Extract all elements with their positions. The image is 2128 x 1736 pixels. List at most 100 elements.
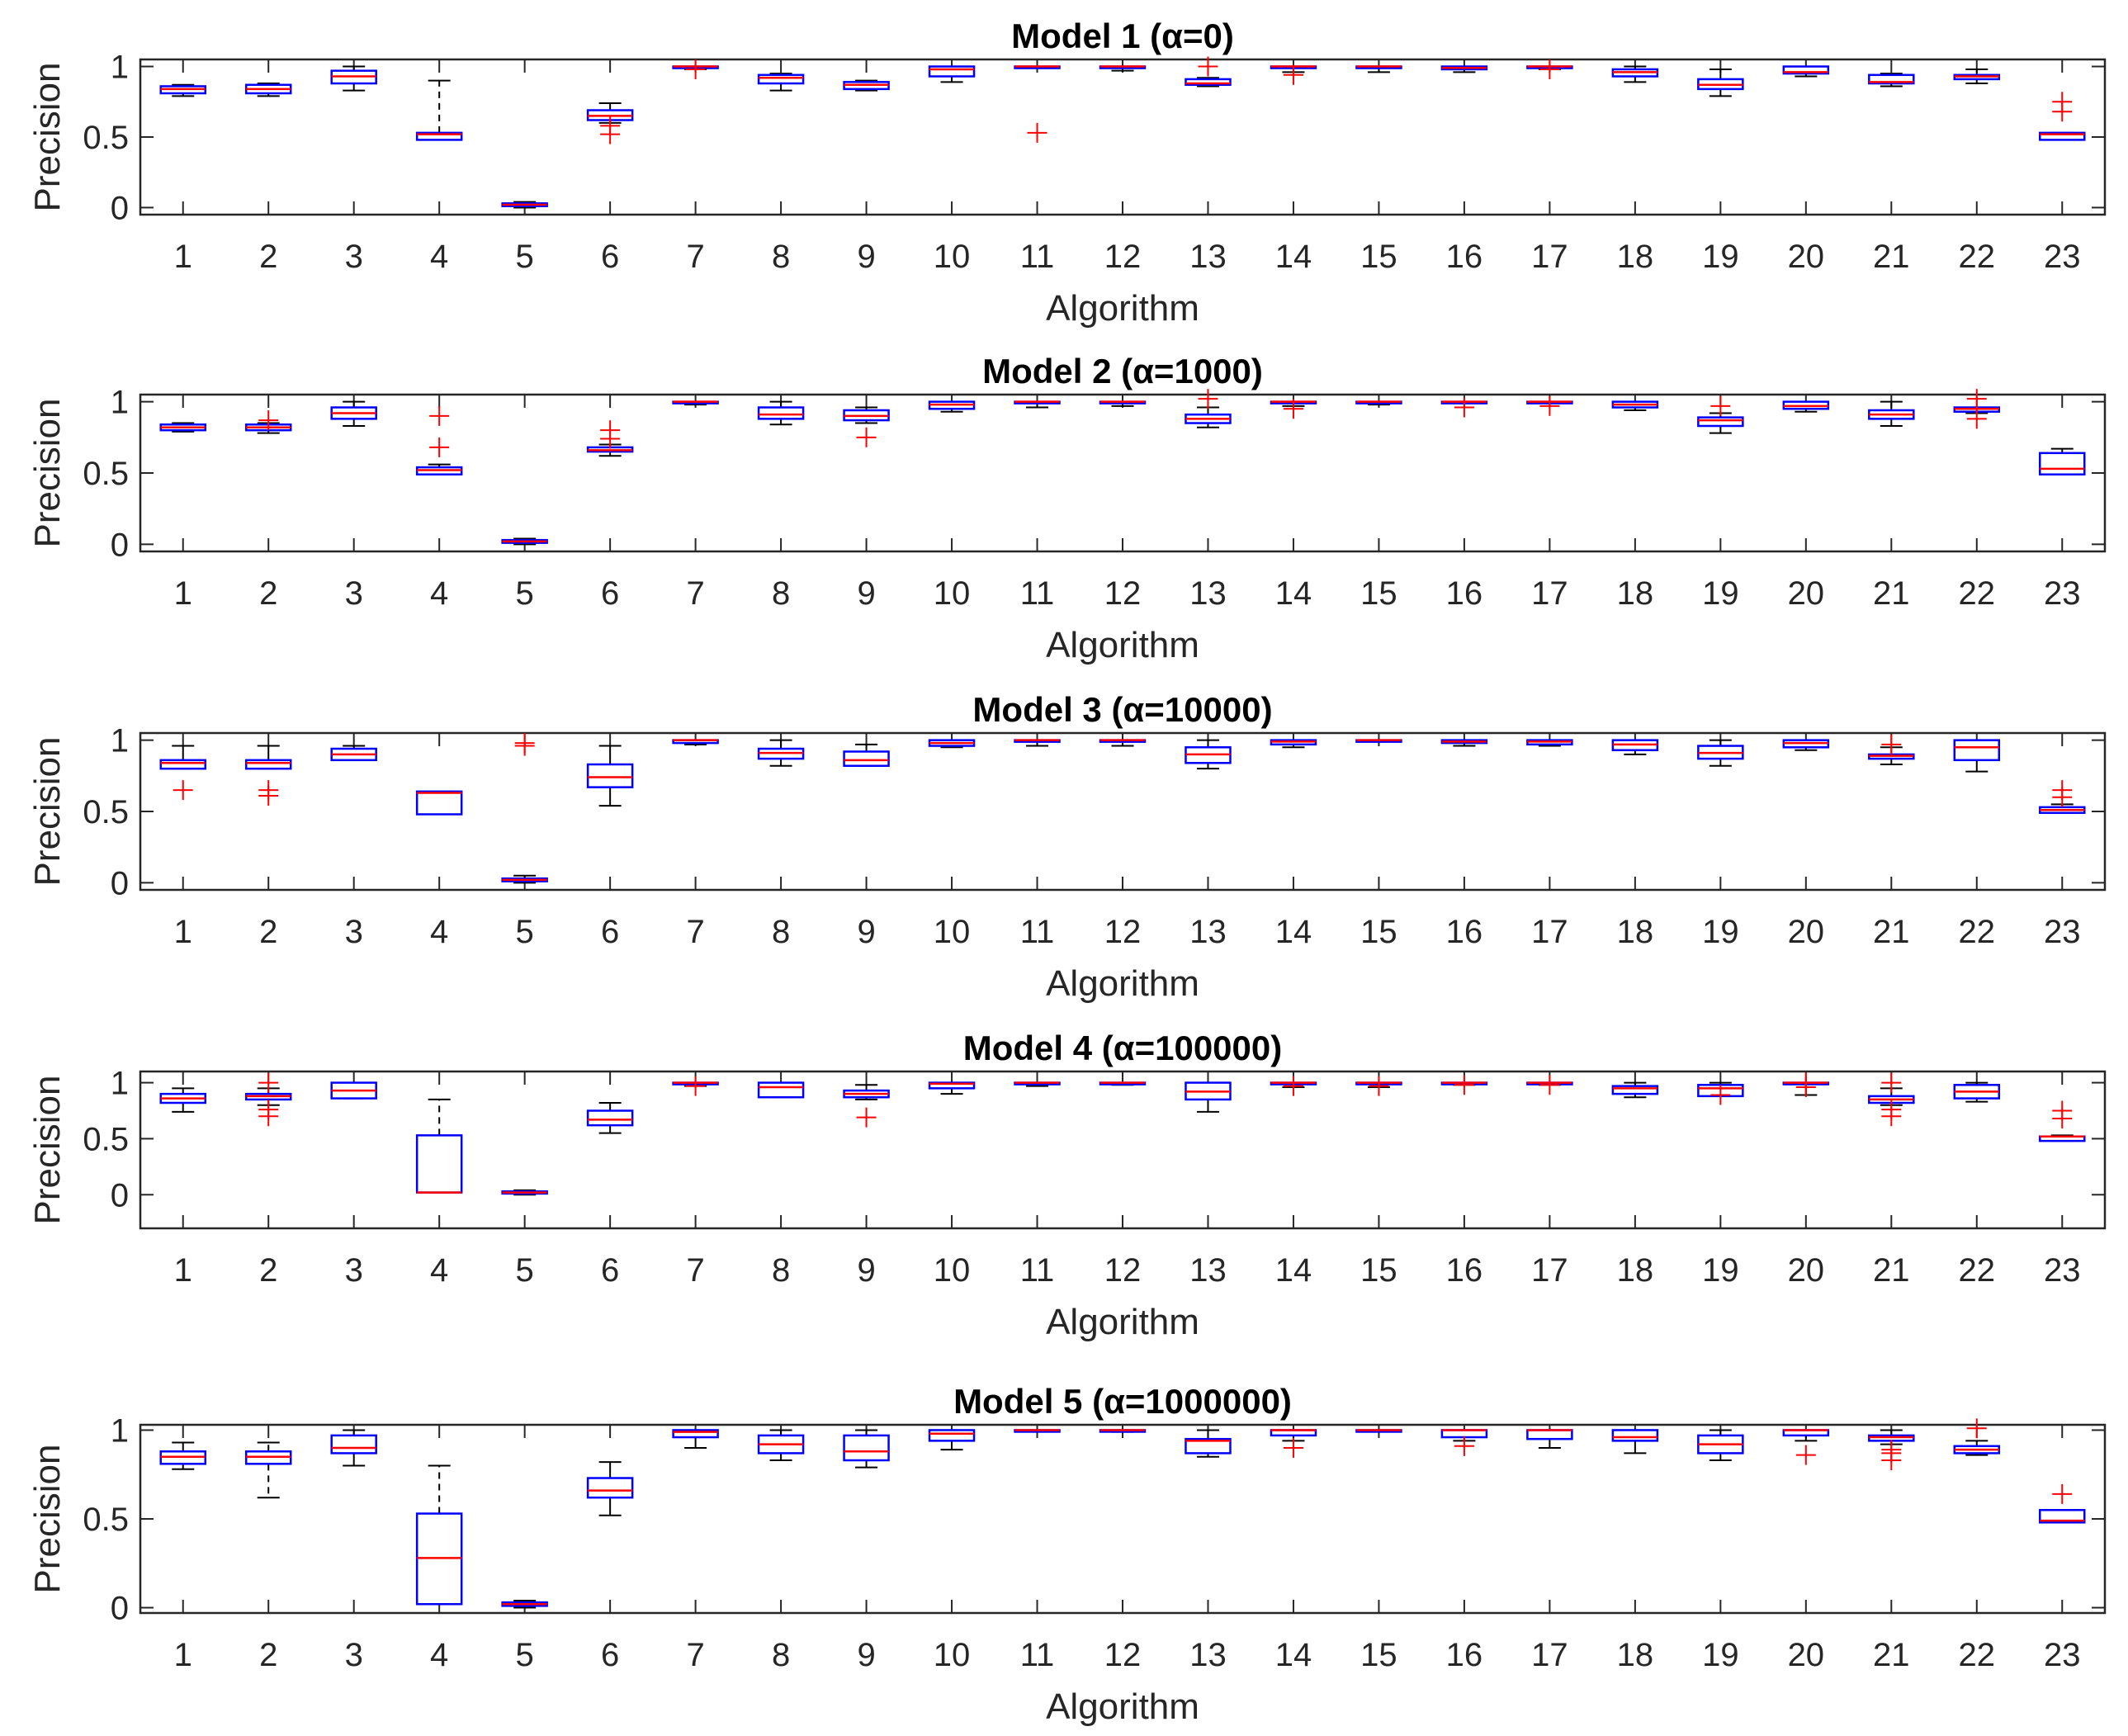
x-tick-label: 8 — [772, 239, 790, 275]
x-tick-label: 5 — [516, 1637, 534, 1673]
box-algorithm-22 — [1953, 389, 2001, 429]
x-tick-label: 3 — [345, 239, 363, 275]
box-algorithm-21 — [1868, 734, 1915, 765]
y-axis-label: Precision — [27, 737, 68, 887]
box-algorithm-6 — [586, 102, 634, 144]
box-algorithm-8 — [757, 73, 805, 92]
box-algorithm-1 — [159, 83, 206, 97]
box-algorithm-13 — [1185, 56, 1232, 88]
box-iqr — [415, 790, 463, 816]
box-iqr — [2039, 452, 2086, 475]
x-axis-label: Algorithm — [1046, 625, 1199, 665]
panel-title: Model 2 (α=1000) — [982, 352, 1263, 390]
box-algorithm-12 — [1099, 1429, 1147, 1433]
x-tick-label: 3 — [345, 575, 363, 612]
outlier-marker — [1539, 1075, 1560, 1095]
x-tick-label: 8 — [772, 575, 790, 612]
box-iqr — [244, 759, 292, 770]
box-algorithm-7 — [672, 739, 719, 745]
box-algorithm-14 — [1270, 1076, 1317, 1096]
box-algorithm-15 — [1355, 65, 1402, 73]
x-tick-label: 19 — [1702, 1252, 1739, 1289]
x-tick-label: 22 — [1959, 1252, 1996, 1289]
box-algorithm-23 — [2039, 1100, 2086, 1142]
panel-4: 00.511 2 3 4 5 6 7 8 9 10 11 12 13 14 15 16 17 18 19 20 21 22… — [27, 1029, 2107, 1342]
x-tick-label: 7 — [686, 239, 704, 275]
y-tick-label: 1 — [111, 1066, 129, 1102]
outlier-marker — [1881, 1072, 1902, 1093]
y-tick-label: 0 — [111, 190, 129, 226]
x-tick-label: 4 — [430, 1637, 448, 1673]
box-iqr — [928, 1081, 976, 1090]
box-algorithm-21 — [1868, 73, 1915, 88]
y-tick-label: 0 — [111, 1177, 129, 1213]
x-tick-label: 8 — [772, 1637, 790, 1673]
box-algorithm-14 — [1270, 64, 1317, 85]
box-algorithm-15 — [1355, 1076, 1402, 1096]
box-algorithm-7 — [672, 59, 719, 79]
outlier-marker — [1710, 395, 1731, 416]
box-algorithm-14 — [1270, 1429, 1317, 1458]
y-tick-label: 0 — [111, 865, 129, 901]
box-algorithm-18 — [1611, 1429, 1659, 1455]
y-tick-label: 1 — [111, 50, 129, 86]
x-tick-label: 10 — [934, 1637, 971, 1673]
x-tick-label: 11 — [1020, 575, 1055, 612]
box-iqr — [757, 1081, 805, 1099]
box-algorithm-15 — [1355, 400, 1402, 406]
box-algorithm-5 — [501, 537, 548, 546]
outlier-marker — [1539, 395, 1560, 416]
outlier-marker — [514, 733, 535, 754]
x-tick-label: 13 — [1189, 914, 1227, 950]
x-tick-label: 18 — [1617, 1637, 1654, 1673]
x-tick-label: 13 — [1189, 1252, 1227, 1289]
box-algorithm-17 — [1526, 59, 1573, 79]
box-algorithm-16 — [1440, 1075, 1488, 1095]
box-algorithm-5 — [501, 201, 548, 209]
y-tick-label: 0.5 — [83, 1502, 129, 1538]
x-tick-label: 18 — [1617, 239, 1654, 275]
box-algorithm-12 — [1099, 65, 1147, 72]
box-algorithm-13 — [1185, 1081, 1232, 1113]
box-algorithm-6 — [586, 420, 634, 457]
x-tick-label: 9 — [857, 1637, 875, 1673]
x-tick-label: 21 — [1873, 239, 1910, 275]
x-tick-label: 7 — [686, 1252, 704, 1289]
x-tick-label: 16 — [1446, 575, 1483, 612]
box-iqr — [2039, 131, 2086, 141]
x-tick-label: 21 — [1873, 914, 1910, 950]
box-iqr — [2039, 1508, 2086, 1524]
box-algorithm-9 — [843, 1084, 890, 1128]
x-tick-label: 6 — [601, 914, 619, 950]
outlier-marker — [1966, 409, 1987, 429]
x-tick-label: 5 — [516, 914, 534, 950]
panel-title: Model 4 (α=100000) — [963, 1029, 1283, 1067]
box-algorithm-10 — [928, 1081, 976, 1095]
outlier-marker — [1881, 734, 1902, 754]
x-tick-label: 1 — [174, 1637, 192, 1673]
y-tick-label: 0.5 — [83, 456, 129, 492]
box-iqr — [1526, 1429, 1573, 1440]
x-tick-label: 6 — [601, 239, 619, 275]
x-tick-label: 21 — [1873, 1252, 1910, 1289]
box-algorithm-6 — [586, 745, 634, 807]
x-tick-label: 23 — [2044, 1252, 2081, 1289]
box-algorithm-19 — [1697, 395, 1744, 434]
box-algorithm-22 — [1953, 1418, 2001, 1456]
box-iqr — [757, 406, 805, 420]
box-algorithm-4 — [415, 1464, 463, 1606]
x-tick-label: 2 — [259, 1252, 277, 1289]
x-tick-label: 11 — [1020, 239, 1055, 275]
x-tick-label: 17 — [1531, 239, 1568, 275]
x-tick-label: 18 — [1617, 575, 1654, 612]
outlier-marker — [600, 420, 621, 441]
box-algorithm-12 — [1099, 1081, 1147, 1086]
x-tick-label: 11 — [1020, 1637, 1055, 1673]
x-tick-label: 3 — [345, 914, 363, 950]
outlier-marker — [2052, 92, 2073, 112]
box-algorithm-20 — [1782, 65, 1830, 78]
box-algorithm-4 — [415, 790, 463, 816]
x-tick-label: 8 — [772, 914, 790, 950]
box-algorithm-19 — [1697, 739, 1744, 767]
box-algorithm-23 — [2039, 1483, 2086, 1524]
